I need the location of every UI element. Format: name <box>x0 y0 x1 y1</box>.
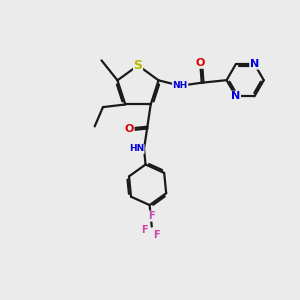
Text: NH: NH <box>172 81 188 90</box>
Text: N: N <box>250 59 259 69</box>
Text: HN: HN <box>129 145 144 154</box>
Text: F: F <box>148 211 155 221</box>
Text: O: O <box>196 58 205 68</box>
Text: F: F <box>141 225 148 235</box>
Text: F: F <box>153 230 160 240</box>
Text: O: O <box>125 124 134 134</box>
Text: N: N <box>231 91 241 101</box>
Text: S: S <box>134 59 142 72</box>
